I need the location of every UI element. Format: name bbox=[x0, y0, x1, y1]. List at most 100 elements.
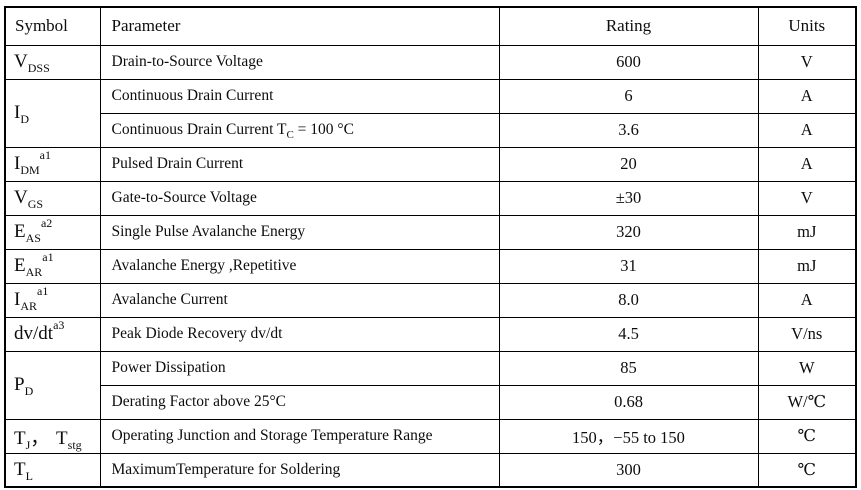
parameter-cell: Avalanche Current bbox=[99, 282, 500, 318]
table-row: IARa1 Avalanche Current 8.0 A bbox=[4, 282, 857, 318]
table-row: PD Power Dissipation 85 W bbox=[4, 350, 857, 420]
symbol-cell: EARa1 bbox=[4, 248, 101, 284]
rating-cell: 85 bbox=[498, 350, 759, 386]
rating-cell: 20 bbox=[498, 146, 759, 182]
symbol-base: I bbox=[14, 289, 21, 310]
symbol-cell: IARa1 bbox=[4, 282, 101, 318]
table-row: dv/dta3 Peak Diode Recovery dv/dt 4.5 V/… bbox=[4, 316, 857, 352]
units-cell: mJ bbox=[757, 214, 857, 250]
units-cell: A bbox=[757, 112, 857, 148]
parameter-cell: Derating Factor above 25°C bbox=[99, 384, 500, 420]
parameter-cell: Operating Junction and Storage Temperatu… bbox=[99, 418, 500, 454]
rating-cell: 31 bbox=[498, 248, 759, 284]
symbol-cell: IDMa1 bbox=[4, 146, 101, 182]
table-row: VDSS Drain-to-Source Voltage 600 V bbox=[4, 44, 857, 80]
symbol-base: T bbox=[56, 427, 68, 449]
parameter-cell: Gate-to-Source Voltage bbox=[99, 180, 500, 216]
parameter-cell: Peak Diode Recovery dv/dt bbox=[99, 316, 500, 352]
units-cell: ℃ bbox=[757, 418, 857, 454]
symbol-cell: TL bbox=[4, 452, 101, 488]
units-cell: V bbox=[757, 180, 857, 216]
rating-cell: 8.0 bbox=[498, 282, 759, 318]
column-header-symbol: Symbol bbox=[4, 6, 101, 46]
column-header-units: Units bbox=[757, 6, 857, 46]
table-body: VDSS Drain-to-Source Voltage 600 V ID Co… bbox=[4, 44, 857, 488]
symbol-subscript: D bbox=[20, 111, 29, 126]
parameter-cell: Continuous Drain Current bbox=[99, 78, 500, 114]
column-header-parameter: Parameter bbox=[99, 6, 500, 46]
units-cell: ℃ bbox=[757, 452, 857, 488]
symbol-cell: EASa2 bbox=[4, 214, 101, 250]
symbol-base: dv/dt bbox=[14, 323, 54, 344]
symbol-cell: VGS bbox=[4, 180, 101, 216]
parameter-cell: Continuous Drain Current TC = 100 °C bbox=[99, 112, 500, 148]
units-cell: V bbox=[757, 44, 857, 80]
symbol-base: E bbox=[14, 255, 26, 276]
units-cell: V/ns bbox=[757, 316, 857, 352]
symbol-footnote: a1 bbox=[42, 249, 54, 264]
symbol-subscript: J bbox=[25, 437, 31, 452]
symbol-base: V bbox=[14, 187, 28, 208]
symbol-cell: dv/dta3 bbox=[4, 316, 101, 352]
units-cell: A bbox=[757, 146, 857, 182]
symbol-base: I bbox=[14, 153, 21, 174]
units-cell: A bbox=[757, 282, 857, 318]
symbol-base: P bbox=[14, 374, 25, 395]
symbol-cell: ID bbox=[4, 78, 101, 148]
units-cell: W bbox=[757, 350, 857, 386]
parameter-cell: Pulsed Drain Current bbox=[99, 146, 500, 182]
symbol-footnote: a1 bbox=[37, 283, 49, 298]
rating-cell: 4.5 bbox=[498, 316, 759, 352]
symbol-subscript: D bbox=[24, 383, 34, 398]
symbol-base: T bbox=[14, 458, 26, 480]
table-row: TJ， Tstg Operating Junction and Storage … bbox=[4, 418, 857, 454]
symbol-subscript: AR bbox=[20, 298, 37, 313]
absolute-maximum-ratings-table: Symbol Parameter Rating Units VDSS Drain… bbox=[4, 6, 857, 488]
table-row: EASa2 Single Pulse Avalanche Energy 320 … bbox=[4, 214, 857, 250]
rating-cell: 3.6 bbox=[498, 112, 759, 148]
table-row: TL MaximumTemperature for Soldering 300 … bbox=[4, 452, 857, 488]
symbol-subscript: L bbox=[25, 468, 33, 483]
parameter-cell: Single Pulse Avalanche Energy bbox=[99, 214, 500, 250]
symbol-base: I bbox=[14, 102, 21, 123]
rating-cell: 300 bbox=[498, 452, 759, 488]
symbol-base: E bbox=[14, 221, 26, 242]
units-cell: A bbox=[757, 78, 857, 114]
parameter-cell: MaximumTemperature for Soldering bbox=[99, 452, 500, 488]
symbol-subscript: DSS bbox=[27, 60, 50, 75]
rating-cell: ±30 bbox=[498, 180, 759, 216]
units-cell: W/℃ bbox=[757, 384, 857, 420]
table-row: Derating Factor above 25°C 0.68 W/℃ bbox=[5, 384, 857, 420]
parameter-cell: Avalanche Energy ,Repetitive bbox=[99, 248, 500, 284]
symbol-separator: ， bbox=[30, 427, 55, 449]
table-row: IDMa1 Pulsed Drain Current 20 A bbox=[4, 146, 857, 182]
table-header: Symbol Parameter Rating Units bbox=[4, 6, 857, 46]
symbol-subscript: DM bbox=[20, 162, 40, 177]
table-row: Continuous Drain Current TC = 100 °C 3.6… bbox=[5, 112, 857, 148]
symbol-footnote: a2 bbox=[40, 215, 53, 230]
symbol-subscript: stg bbox=[67, 437, 82, 452]
rating-cell: 150，−55 to 150 bbox=[498, 418, 759, 454]
table-row: EARa1 Avalanche Energy ,Repetitive 31 mJ bbox=[4, 248, 857, 284]
rating-cell: 600 bbox=[498, 44, 759, 80]
symbol-cell: TJ， Tstg bbox=[4, 418, 101, 454]
column-header-rating: Rating bbox=[498, 6, 759, 46]
rating-cell: 320 bbox=[498, 214, 759, 250]
units-cell: mJ bbox=[757, 248, 857, 284]
parameter-subscript: C bbox=[286, 129, 294, 142]
parameter-cell: Power Dissipation bbox=[99, 350, 500, 386]
symbol-subscript: AR bbox=[25, 264, 43, 279]
rating-cell: 6 bbox=[498, 78, 759, 114]
symbol-cell: VDSS bbox=[4, 44, 101, 80]
table-row: VGS Gate-to-Source Voltage ±30 V bbox=[4, 180, 857, 216]
rating-cell: 0.68 bbox=[498, 384, 759, 420]
symbol-footnote: a3 bbox=[53, 317, 65, 332]
symbol-cell: PD bbox=[4, 350, 101, 420]
header-row: Symbol Parameter Rating Units bbox=[4, 6, 857, 46]
symbol-footnote: a1 bbox=[39, 147, 51, 162]
parameter-cell: Drain-to-Source Voltage bbox=[99, 44, 500, 80]
symbol-base: T bbox=[14, 427, 26, 449]
table-row: ID Continuous Drain Current 6 A bbox=[4, 78, 857, 148]
symbol-base: V bbox=[14, 51, 28, 72]
symbol-subscript: AS bbox=[25, 230, 41, 245]
